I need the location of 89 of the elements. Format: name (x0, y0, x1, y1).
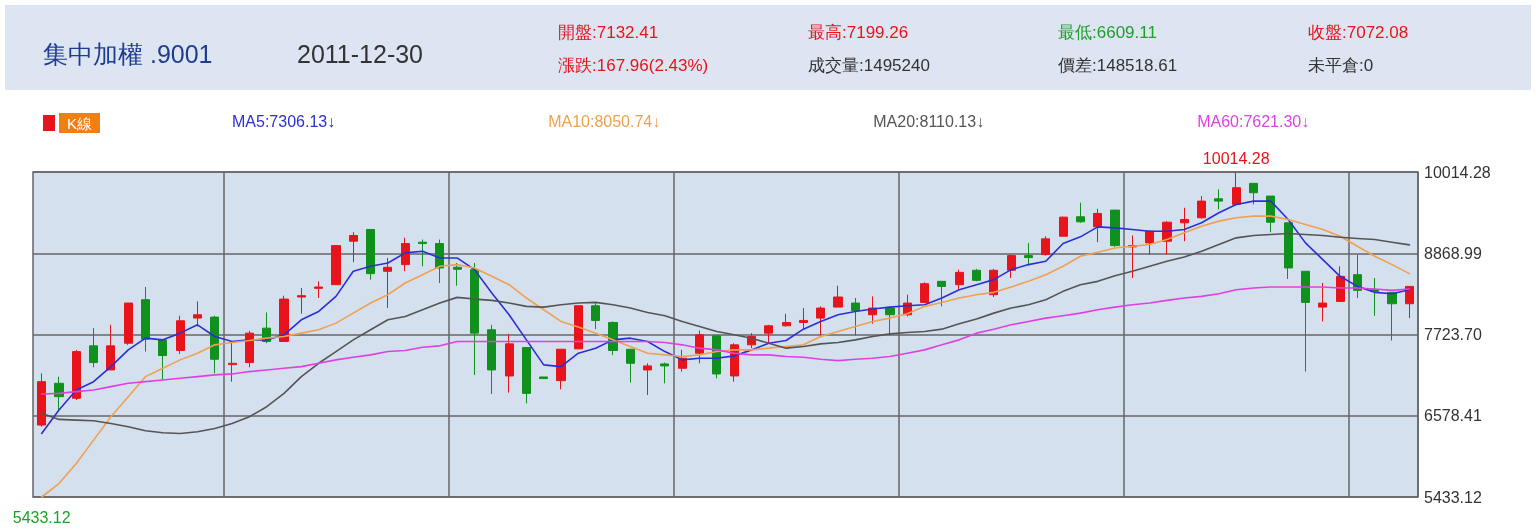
candlestick (799, 307, 808, 331)
candlestick (1370, 277, 1379, 317)
line-series (40, 215, 1411, 498)
candlestick (89, 327, 98, 368)
candlestick (851, 297, 860, 336)
candlestick (1041, 235, 1050, 257)
text: 收盤:7072.08 (1308, 23, 1409, 42)
text: 開盤:7132.41 (558, 23, 659, 42)
candlestick (1093, 208, 1102, 243)
candlestick (556, 348, 566, 390)
candlestick (1007, 254, 1016, 279)
text: 成交量:1495240 (808, 56, 930, 75)
candlestick (193, 300, 202, 327)
chart-subtitle: 2011-12-30 (297, 39, 424, 68)
text: MA20:8110.13↓ (873, 112, 985, 130)
candlestick (695, 330, 704, 364)
candlestick (279, 295, 289, 342)
candlestick (106, 324, 115, 371)
candlestick (1214, 188, 1223, 210)
legend-label: K線 (67, 114, 93, 132)
y-tick-label: 7723.70 (1424, 326, 1482, 343)
text: MA60:7621.30↓ (1197, 112, 1310, 130)
y-tick-label: 6578.41 (1424, 407, 1482, 425)
candlestick (816, 305, 825, 336)
candlestick (1387, 291, 1397, 342)
y-tick-label: 10014.28 (1424, 163, 1491, 181)
candlestick (487, 324, 496, 395)
candlestick (314, 280, 323, 299)
annotation: 5433.12 (12, 508, 71, 526)
candlestick (660, 362, 669, 384)
candlestick (124, 302, 133, 346)
candlestick (539, 376, 548, 380)
candlestick (782, 313, 791, 327)
candlestick (297, 287, 306, 315)
candlestick (972, 268, 981, 282)
candlestick (54, 376, 64, 411)
candlestick (1197, 195, 1206, 220)
chart-title: 集中加權 .9001 (43, 39, 213, 68)
candlestick (1145, 230, 1154, 256)
candlestick (158, 339, 167, 381)
text: 最低:6609.11 (1058, 23, 1157, 42)
candlestick (591, 302, 600, 330)
candlestick (366, 228, 375, 281)
candlestick (1076, 202, 1085, 224)
text: 最高:7199.26 (808, 23, 909, 42)
candlestick (418, 239, 427, 267)
candlestick (937, 280, 946, 307)
candlestick (505, 333, 514, 394)
candlestick (470, 262, 479, 376)
candlestick (1301, 270, 1310, 373)
candlestick (833, 285, 843, 308)
text: 未平倉:0 (1308, 56, 1374, 75)
candlestick (176, 315, 185, 355)
candlestick (349, 231, 358, 263)
text: 價差:148518.61 (1058, 56, 1178, 75)
candlestick (626, 348, 635, 384)
candlestick (453, 262, 462, 287)
candlestick (331, 245, 341, 286)
candlestick (764, 324, 773, 344)
candlestick (1059, 216, 1068, 237)
candlestick (210, 315, 219, 374)
text: MA5:7306.13↓ (232, 112, 336, 130)
candlestick (383, 257, 392, 309)
candlestick (245, 330, 254, 368)
candlestick (885, 305, 895, 336)
text: 漲跌:167.96(2.43%) (558, 56, 709, 75)
candlestick (955, 269, 964, 291)
candlestick (643, 362, 652, 396)
candlestick (401, 237, 410, 272)
candlestick (141, 286, 150, 353)
candlestick (574, 305, 583, 350)
candlestick (1249, 182, 1258, 205)
candlestick (1405, 285, 1414, 319)
y-tick-label: 8868.99 (1424, 244, 1482, 262)
candlestick (1110, 209, 1120, 248)
annotation: 10014.28 (1202, 149, 1270, 167)
candlestick (1024, 242, 1033, 267)
text: MA10:8050.74↓ (548, 112, 661, 130)
candlestick (920, 281, 929, 304)
candlestick (228, 341, 237, 383)
y-tick-label: 5433.12 (1424, 488, 1482, 506)
candlestick (72, 349, 81, 401)
candlestick (1318, 282, 1327, 322)
line-series (40, 286, 1411, 395)
candlestick (37, 372, 46, 428)
candlestick (1232, 171, 1241, 206)
candlestick (522, 347, 531, 404)
candlestick (1180, 207, 1189, 242)
candlestick (1284, 222, 1293, 280)
